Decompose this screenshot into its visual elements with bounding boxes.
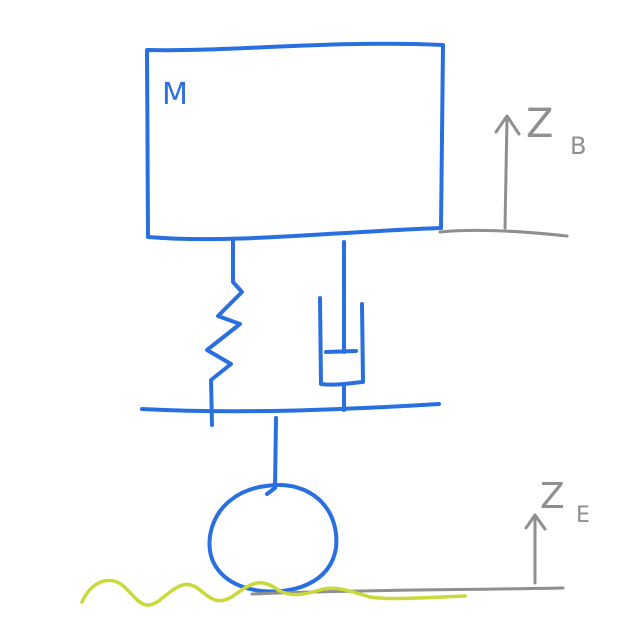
wheel xyxy=(207,483,339,594)
body-displacement-arrow xyxy=(494,114,521,230)
mass-block xyxy=(145,41,445,242)
body-displacement-symbol: Z xyxy=(526,101,553,147)
body-displacement-subscript: B xyxy=(570,132,586,160)
road-profile xyxy=(80,578,467,607)
mass-label: M xyxy=(162,77,188,112)
suspension-damper xyxy=(318,240,365,412)
road-displacement-subscript: E xyxy=(576,503,590,528)
body-reference-line xyxy=(438,228,569,238)
suspension-spring xyxy=(205,238,244,427)
axle-line xyxy=(140,402,441,414)
road-displacement-symbol: Z xyxy=(540,476,565,517)
tire-link xyxy=(265,416,278,496)
road-displacement-arrow xyxy=(524,513,547,585)
